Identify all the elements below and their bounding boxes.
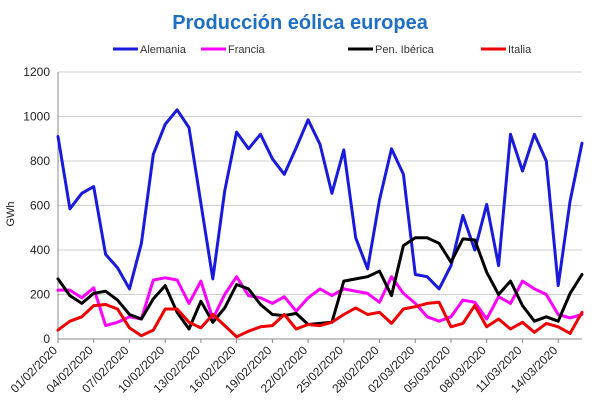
y-tick-label: 800 (30, 154, 50, 168)
y-axis-label: GWh (5, 201, 17, 226)
y-tick-label: 200 (30, 288, 50, 302)
chart-title: Producción eólica europea (172, 12, 429, 34)
y-tick-label: 1200 (23, 65, 50, 79)
series-line-alemania (56, 108, 584, 291)
series-line-francia (56, 275, 584, 328)
legend: Alemania Francia Pen. Ibérica Italia (113, 44, 532, 56)
y-tick-label: 0 (43, 332, 50, 346)
legend-label: Pen. Ibérica (375, 44, 435, 56)
legend-label: Alemania (140, 44, 187, 56)
y-tick-label: 400 (30, 243, 50, 257)
y-tick-label: 1000 (23, 110, 50, 124)
series-layer (56, 108, 584, 339)
legend-label: Francia (228, 44, 266, 56)
x-axis: 01/02/202004/02/202007/02/202010/02/2020… (8, 339, 561, 396)
legend-label: Italia (508, 44, 532, 56)
series-line-pen-ib-rica (56, 236, 584, 331)
series-line-italia (56, 300, 584, 339)
y-axis: 0 200 400 600 800 1000 1200 (23, 65, 50, 346)
y-tick-label: 600 (30, 199, 50, 213)
